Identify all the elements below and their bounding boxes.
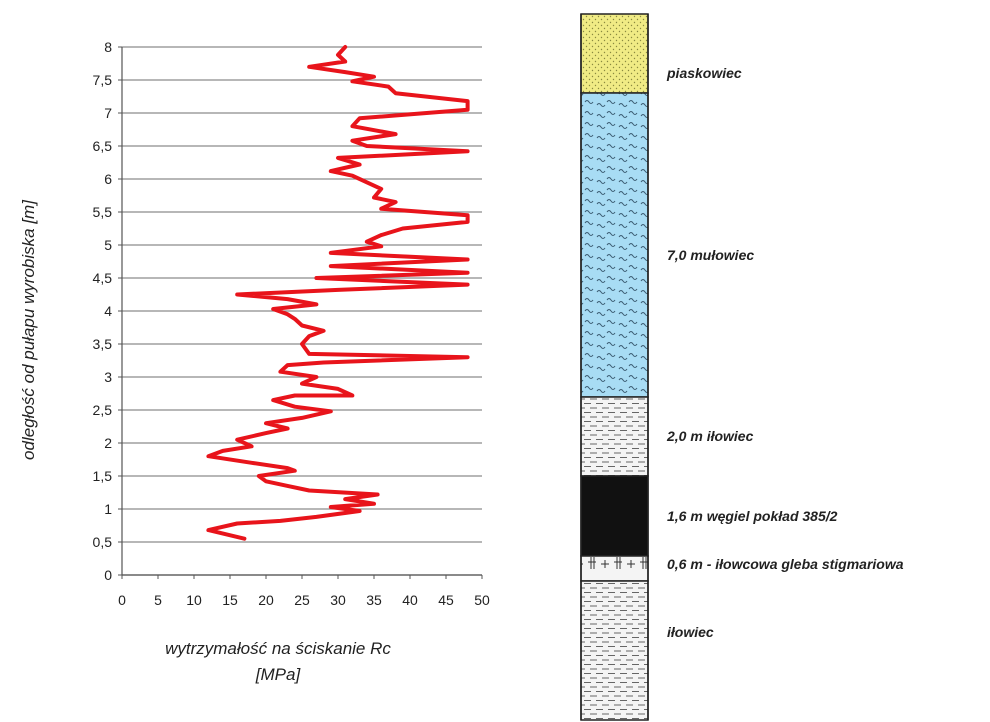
x-tick-label: 35	[366, 592, 382, 608]
x-tick-label: 5	[154, 592, 162, 608]
x-tick-label: 15	[222, 592, 238, 608]
y-tick-label: 5	[104, 237, 112, 253]
y-tick-label: 1	[104, 501, 112, 517]
y-axis-title: odległość od pułapu wyrobiska [m]	[19, 199, 38, 460]
y-tick-label: 4	[104, 303, 112, 319]
y-tick-label: 8	[104, 39, 112, 55]
y-tick-label: 4,5	[93, 270, 113, 286]
y-tick-label: 2	[104, 435, 112, 451]
y-tick-label: 1,5	[93, 468, 113, 484]
plot-area: 0 0,5 1 1,5 2 2,5 3 3,5 4 4,5 5 5,5 6 6,5 7 7,5 8 0 5 10 15 2…	[93, 39, 490, 608]
y-tick-label: 7,5	[93, 72, 113, 88]
x-tick-label: 50	[474, 592, 490, 608]
layer-dashes-2	[580, 396, 649, 477]
y-tick-label: 3	[104, 369, 112, 385]
x-tick-label: 25	[294, 592, 310, 608]
x-axis-title-line-2: [MPa]	[255, 665, 302, 684]
strength-profile-line	[206, 45, 470, 541]
layer-waves-1	[580, 92, 649, 398]
stratigraphic-column: piaskowiec 7,0 mułowiec 2,0 m iłowiec 1,6 m…	[580, 13, 904, 721]
y-tick-label: 2,5	[93, 402, 113, 418]
x-tick-label: 0	[118, 592, 126, 608]
y-tick-label: 6,5	[93, 138, 113, 154]
y-tick-label: 6	[104, 171, 112, 187]
x-tick-label: 30	[330, 592, 346, 608]
x-tick-label: 45	[438, 592, 454, 608]
y-tick-label: 0	[104, 567, 112, 583]
x-axis-title-line-1: wytrzymałość na ściskanie Rc	[165, 639, 391, 658]
layer-solid-3	[580, 475, 649, 557]
y-tick-label: 7	[104, 105, 112, 121]
x-tick-label: 40	[402, 592, 418, 608]
layer-label: 2,0 m iłowiec	[666, 428, 754, 444]
layer-dots-0	[580, 13, 649, 94]
layer-roots-4	[580, 555, 649, 582]
layer-label: 0,6 m - iłowcowa gleba stigmariowa	[667, 556, 904, 572]
x-tick-label: 20	[258, 592, 274, 608]
layer-dashes-5	[580, 580, 649, 721]
layer-label: 1,6 m węgiel pokład 385/2	[667, 508, 838, 524]
y-tick-label: 3,5	[93, 336, 113, 352]
y-tick-label: 5,5	[93, 204, 113, 220]
layer-label: 7,0 mułowiec	[667, 247, 754, 263]
layer-label: iłowiec	[667, 624, 714, 640]
x-tick-label: 10	[186, 592, 202, 608]
y-tick-label: 0,5	[93, 534, 113, 550]
layer-label: piaskowiec	[666, 65, 742, 81]
